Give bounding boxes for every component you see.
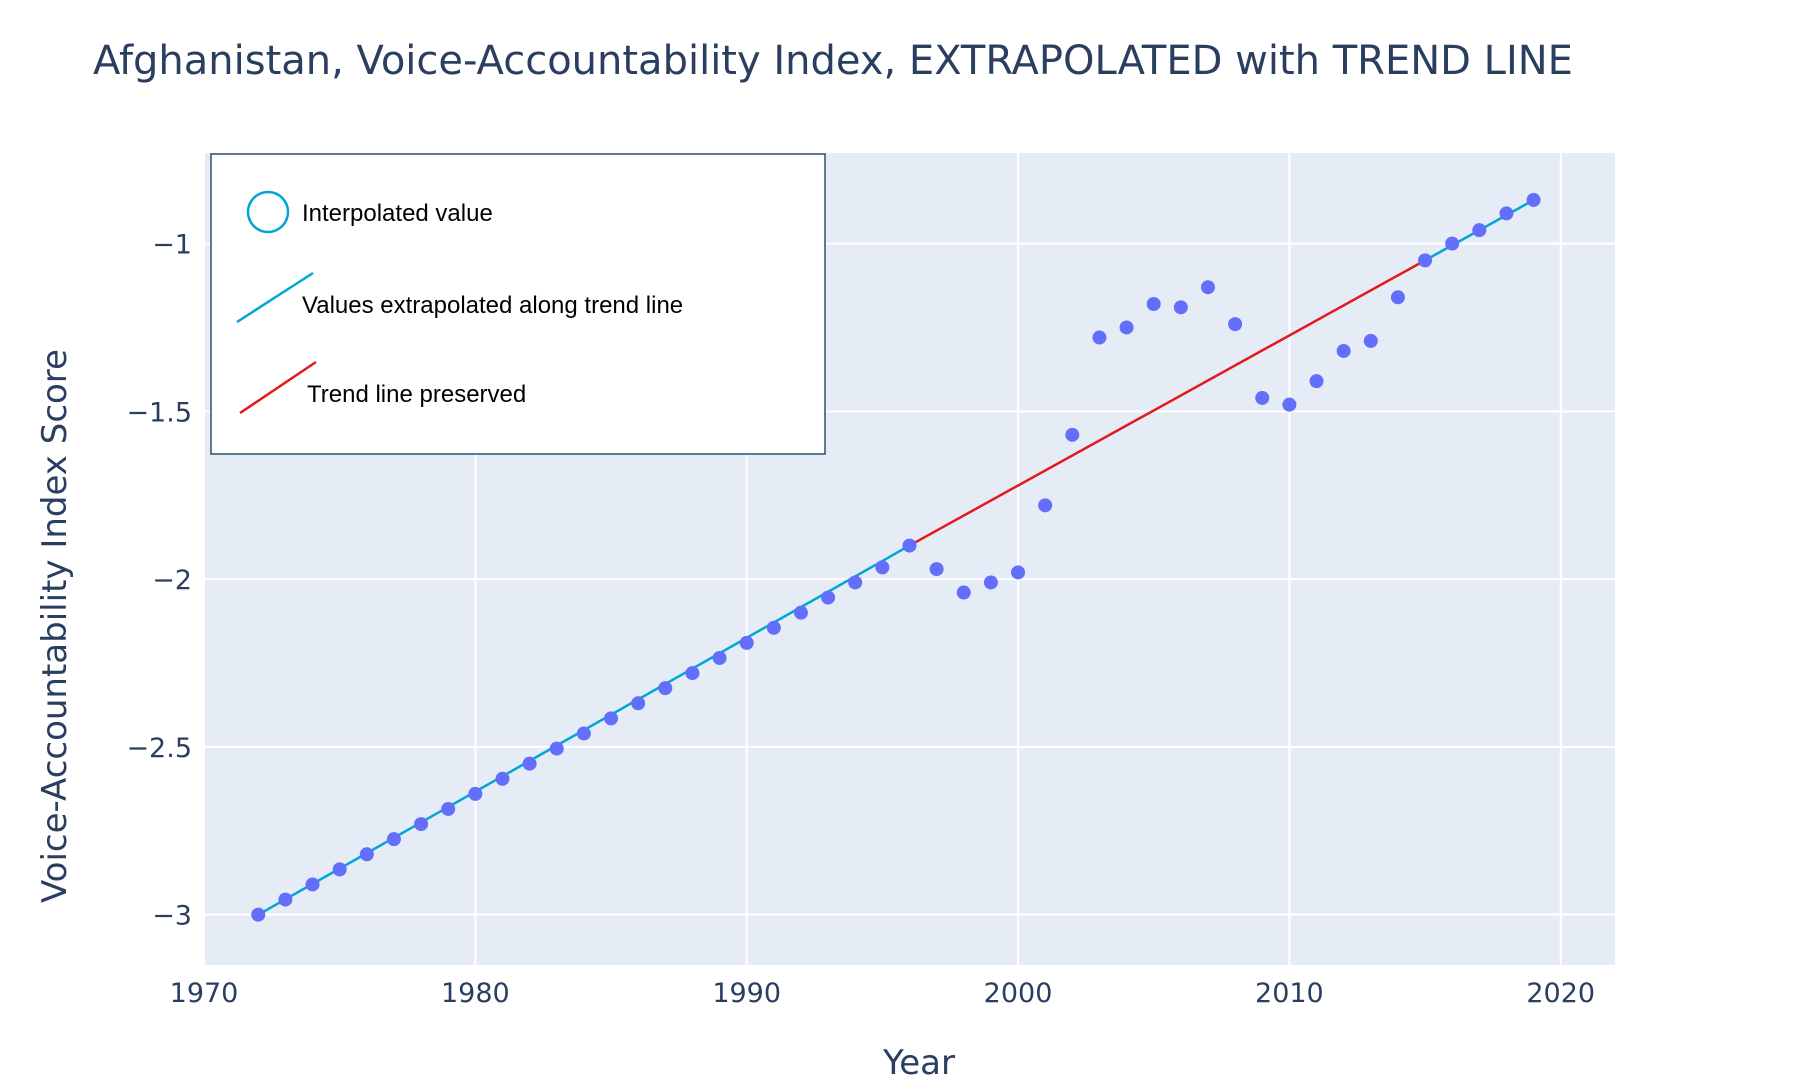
legend-label-extrapolated: Values extrapolated along trend line: [302, 292, 683, 319]
data-point: [549, 741, 564, 756]
data-point: [1282, 397, 1297, 412]
data-point: [1309, 374, 1324, 389]
data-point: [875, 560, 890, 575]
x-axis-title: Year: [882, 1043, 955, 1080]
data-point: [631, 696, 646, 711]
x-axis-ticks: 1970 1980 1990 2000 2010 2020: [170, 978, 1595, 1009]
data-point: [386, 832, 401, 847]
data-point: [1146, 296, 1161, 311]
data-point: [1390, 290, 1405, 305]
data-point: [793, 605, 808, 620]
data-point: [1499, 206, 1514, 221]
legend-marker-trend-icon: [239, 360, 317, 415]
data-point: [1363, 333, 1378, 348]
data-point: [359, 847, 374, 862]
series-points: [251, 192, 1541, 922]
data-point: [712, 650, 727, 665]
data-point: [1011, 565, 1026, 580]
data-point: [332, 862, 347, 877]
data-point: [495, 771, 510, 786]
chart-title: Afghanistan, Voice-Accountability Index,…: [93, 38, 1573, 84]
data-point: [1200, 280, 1215, 295]
x-tick-label: 1970: [170, 978, 239, 1009]
y-tick-label: −2: [152, 565, 192, 596]
data-point: [1092, 330, 1107, 345]
legend-box: [210, 153, 826, 455]
data-point: [658, 681, 673, 696]
data-point: [305, 877, 320, 892]
data-point: [929, 562, 944, 577]
x-tick-label: 2010: [1255, 978, 1324, 1009]
data-point: [251, 907, 266, 922]
data-point: [1228, 317, 1243, 332]
data-point: [1038, 498, 1053, 513]
data-point: [902, 538, 917, 553]
y-axis-title: Voice-Accountability Index Score: [35, 349, 75, 903]
legend-label-trend: Trend line preserved: [307, 381, 526, 408]
legend: Interpolated value Values extrapolated a…: [210, 153, 826, 455]
data-point: [848, 575, 863, 590]
data-point: [1119, 320, 1134, 335]
data-point: [685, 666, 700, 681]
data-point: [1445, 236, 1460, 251]
data-point: [1526, 192, 1541, 207]
y-tick-label: −1: [152, 230, 192, 261]
x-tick-label: 1980: [441, 978, 510, 1009]
data-point: [1173, 300, 1188, 315]
data-point: [522, 756, 537, 771]
x-tick-label: 2020: [1526, 978, 1595, 1009]
data-point: [1065, 427, 1080, 442]
data-point: [821, 590, 836, 605]
data-point: [983, 575, 998, 590]
data-point: [604, 711, 619, 726]
data-point: [576, 726, 591, 741]
data-point: [441, 801, 456, 816]
trend-line: [908, 259, 1426, 547]
data-point: [766, 620, 781, 635]
y-tick-label: −2.5: [126, 733, 192, 764]
data-point: [1472, 223, 1487, 238]
data-point: [278, 892, 293, 907]
x-tick-label: 2000: [984, 978, 1053, 1009]
legend-marker-interpolated-icon: [246, 190, 290, 234]
data-point: [414, 817, 429, 832]
data-point: [468, 786, 483, 801]
data-point: [956, 585, 971, 600]
legend-marker-extrapolated-icon: [236, 271, 314, 324]
y-tick-label: −3: [152, 901, 192, 932]
data-point: [1336, 343, 1351, 358]
x-tick-label: 1990: [712, 978, 781, 1009]
data-point: [1255, 390, 1270, 405]
legend-label-interpolated: Interpolated value: [302, 200, 493, 227]
y-axis-ticks: −3 −2.5 −2 −1.5 −1: [126, 230, 192, 932]
data-point: [1418, 253, 1433, 268]
data-point: [739, 635, 754, 650]
y-tick-label: −1.5: [126, 397, 192, 428]
